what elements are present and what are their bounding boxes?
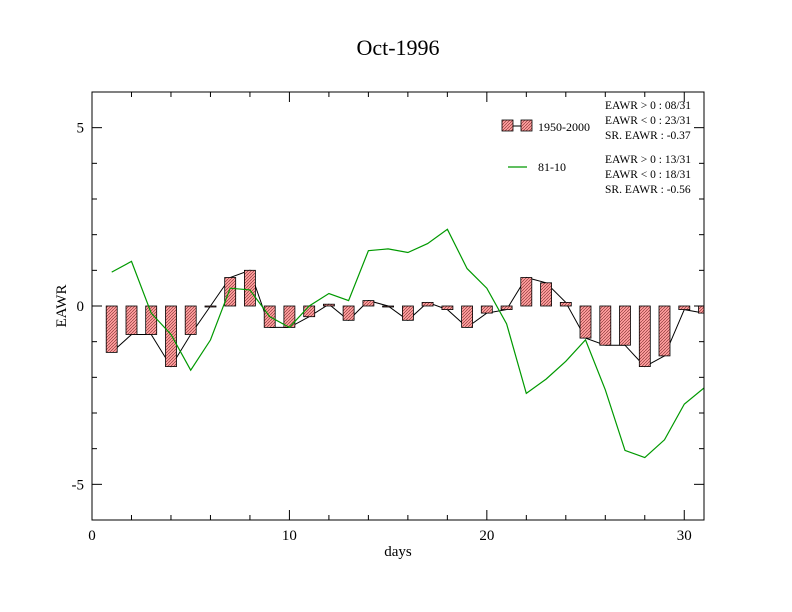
bar-day-4 <box>165 305 177 367</box>
bar-day-21 <box>500 305 513 310</box>
bar-day-16 <box>401 305 414 321</box>
bar-day-22 <box>520 277 533 307</box>
bar-day-10 <box>283 305 296 328</box>
bar-day-27 <box>619 305 631 346</box>
x-tick-label: 30 <box>677 528 692 544</box>
bar-day-3 <box>145 305 158 335</box>
legend-swatch-bar <box>520 119 533 132</box>
stats-annotations: EAWR > 0 : 08/31 EAWR < 0 : 23/31 SR. EAWR… <box>605 100 691 196</box>
bar-day-24 <box>559 301 572 307</box>
y-tick-label: 0 <box>77 299 85 315</box>
bar-day-6 <box>204 305 217 308</box>
bar-day-8 <box>243 269 256 307</box>
bar-day-11 <box>303 305 316 318</box>
bar-day-19 <box>461 305 474 328</box>
legend-swatch-bar <box>501 119 514 132</box>
bar-day-1 <box>105 305 118 353</box>
bar-day-5 <box>184 305 197 335</box>
y-tick-label: -5 <box>72 477 85 493</box>
bar-day-13 <box>342 305 355 321</box>
y-tick-label: 5 <box>77 121 85 137</box>
stat-line: EAWR > 0 : 13/31 <box>605 154 691 166</box>
x-tick-label: 20 <box>479 528 494 544</box>
x-tick-label: 10 <box>282 528 297 544</box>
stat-line: EAWR < 0 : 23/31 <box>605 115 691 127</box>
stat-line: SR. EAWR : -0.56 <box>605 184 691 196</box>
bar-day-2 <box>125 305 138 335</box>
legend-label-81-10: 81-10 <box>538 160 566 174</box>
bar-day-14 <box>362 300 375 307</box>
stat-line: EAWR < 0 : 18/31 <box>605 169 691 181</box>
bar-day-15 <box>382 305 395 308</box>
bar-day-28 <box>638 305 651 367</box>
series-line-81-10 <box>111 228 704 459</box>
legend-label-1950-2000: 1950-2000 <box>538 120 590 134</box>
bar-day-12 <box>322 303 335 307</box>
x-axis-label: days <box>384 544 412 560</box>
stat-line: EAWR > 0 : 08/31 <box>605 100 691 112</box>
bar-day-31 <box>698 305 704 314</box>
x-tick-label: 0 <box>88 528 96 544</box>
stat-line: SR. EAWR : -0.37 <box>605 130 691 142</box>
bar-day-20 <box>480 305 493 314</box>
bar-day-25 <box>579 305 592 339</box>
bar-day-18 <box>441 305 454 310</box>
legend: 1950-2000 81-10 <box>501 119 590 174</box>
bar-day-26 <box>599 305 612 346</box>
bar-day-29 <box>658 305 671 357</box>
bar-day-30 <box>678 305 691 310</box>
bar-day-23 <box>540 282 552 307</box>
chart-title: Oct-1996 <box>356 35 439 60</box>
bar-day-7 <box>224 277 237 307</box>
bar-day-17 <box>421 301 434 307</box>
y-axis-label: EAWR <box>54 285 70 328</box>
